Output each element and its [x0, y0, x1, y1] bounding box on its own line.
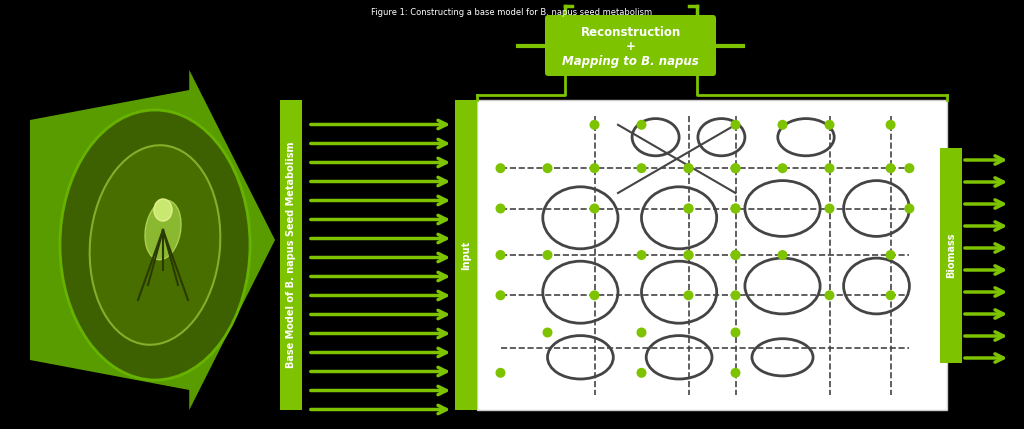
Circle shape: [496, 368, 506, 378]
Circle shape: [543, 250, 553, 260]
Circle shape: [886, 163, 896, 173]
Circle shape: [590, 290, 599, 300]
Circle shape: [886, 250, 896, 260]
Bar: [280, 100, 302, 410]
Circle shape: [683, 203, 693, 214]
Circle shape: [904, 163, 914, 173]
Text: +: +: [626, 39, 636, 52]
Circle shape: [730, 163, 740, 173]
Circle shape: [824, 203, 835, 214]
Circle shape: [637, 250, 646, 260]
Circle shape: [683, 250, 693, 260]
Circle shape: [730, 250, 740, 260]
FancyBboxPatch shape: [545, 15, 716, 76]
Circle shape: [637, 120, 646, 130]
Ellipse shape: [154, 199, 172, 221]
Circle shape: [886, 120, 896, 130]
Circle shape: [683, 290, 693, 300]
Text: Mapping to B. napus: Mapping to B. napus: [562, 54, 698, 67]
Circle shape: [777, 120, 787, 130]
Circle shape: [824, 290, 835, 300]
Circle shape: [496, 203, 506, 214]
Ellipse shape: [145, 200, 181, 260]
Text: Input: Input: [461, 240, 471, 269]
Circle shape: [730, 120, 740, 130]
Circle shape: [730, 290, 740, 300]
Circle shape: [904, 203, 914, 214]
Circle shape: [683, 203, 693, 214]
Bar: [455, 100, 477, 410]
Circle shape: [730, 250, 740, 260]
Circle shape: [683, 163, 693, 173]
Polygon shape: [30, 70, 275, 410]
Circle shape: [824, 120, 835, 130]
Circle shape: [543, 163, 553, 173]
Circle shape: [730, 203, 740, 214]
Circle shape: [777, 250, 787, 260]
Bar: [940, 148, 962, 363]
Ellipse shape: [90, 145, 220, 345]
Circle shape: [730, 368, 740, 378]
Circle shape: [730, 163, 740, 173]
Circle shape: [590, 203, 599, 214]
Text: Reconstruction: Reconstruction: [581, 25, 681, 39]
Circle shape: [777, 163, 787, 173]
Bar: [477, 100, 947, 410]
Circle shape: [637, 163, 646, 173]
Circle shape: [683, 250, 693, 260]
Circle shape: [590, 120, 599, 130]
Ellipse shape: [60, 110, 250, 380]
Circle shape: [637, 368, 646, 378]
Text: Base Model of B. napus Seed Metabolism: Base Model of B. napus Seed Metabolism: [286, 142, 296, 368]
Text: Biomass: Biomass: [946, 233, 956, 278]
Text: Figure 1: Constructing a base model for B. napus seed metabolism: Figure 1: Constructing a base model for …: [372, 8, 652, 17]
Circle shape: [730, 203, 740, 214]
Circle shape: [543, 327, 553, 338]
Circle shape: [730, 327, 740, 338]
Circle shape: [683, 163, 693, 173]
Circle shape: [496, 290, 506, 300]
Circle shape: [824, 163, 835, 173]
Circle shape: [496, 250, 506, 260]
Circle shape: [590, 163, 599, 173]
Circle shape: [886, 290, 896, 300]
Circle shape: [637, 327, 646, 338]
Circle shape: [496, 163, 506, 173]
